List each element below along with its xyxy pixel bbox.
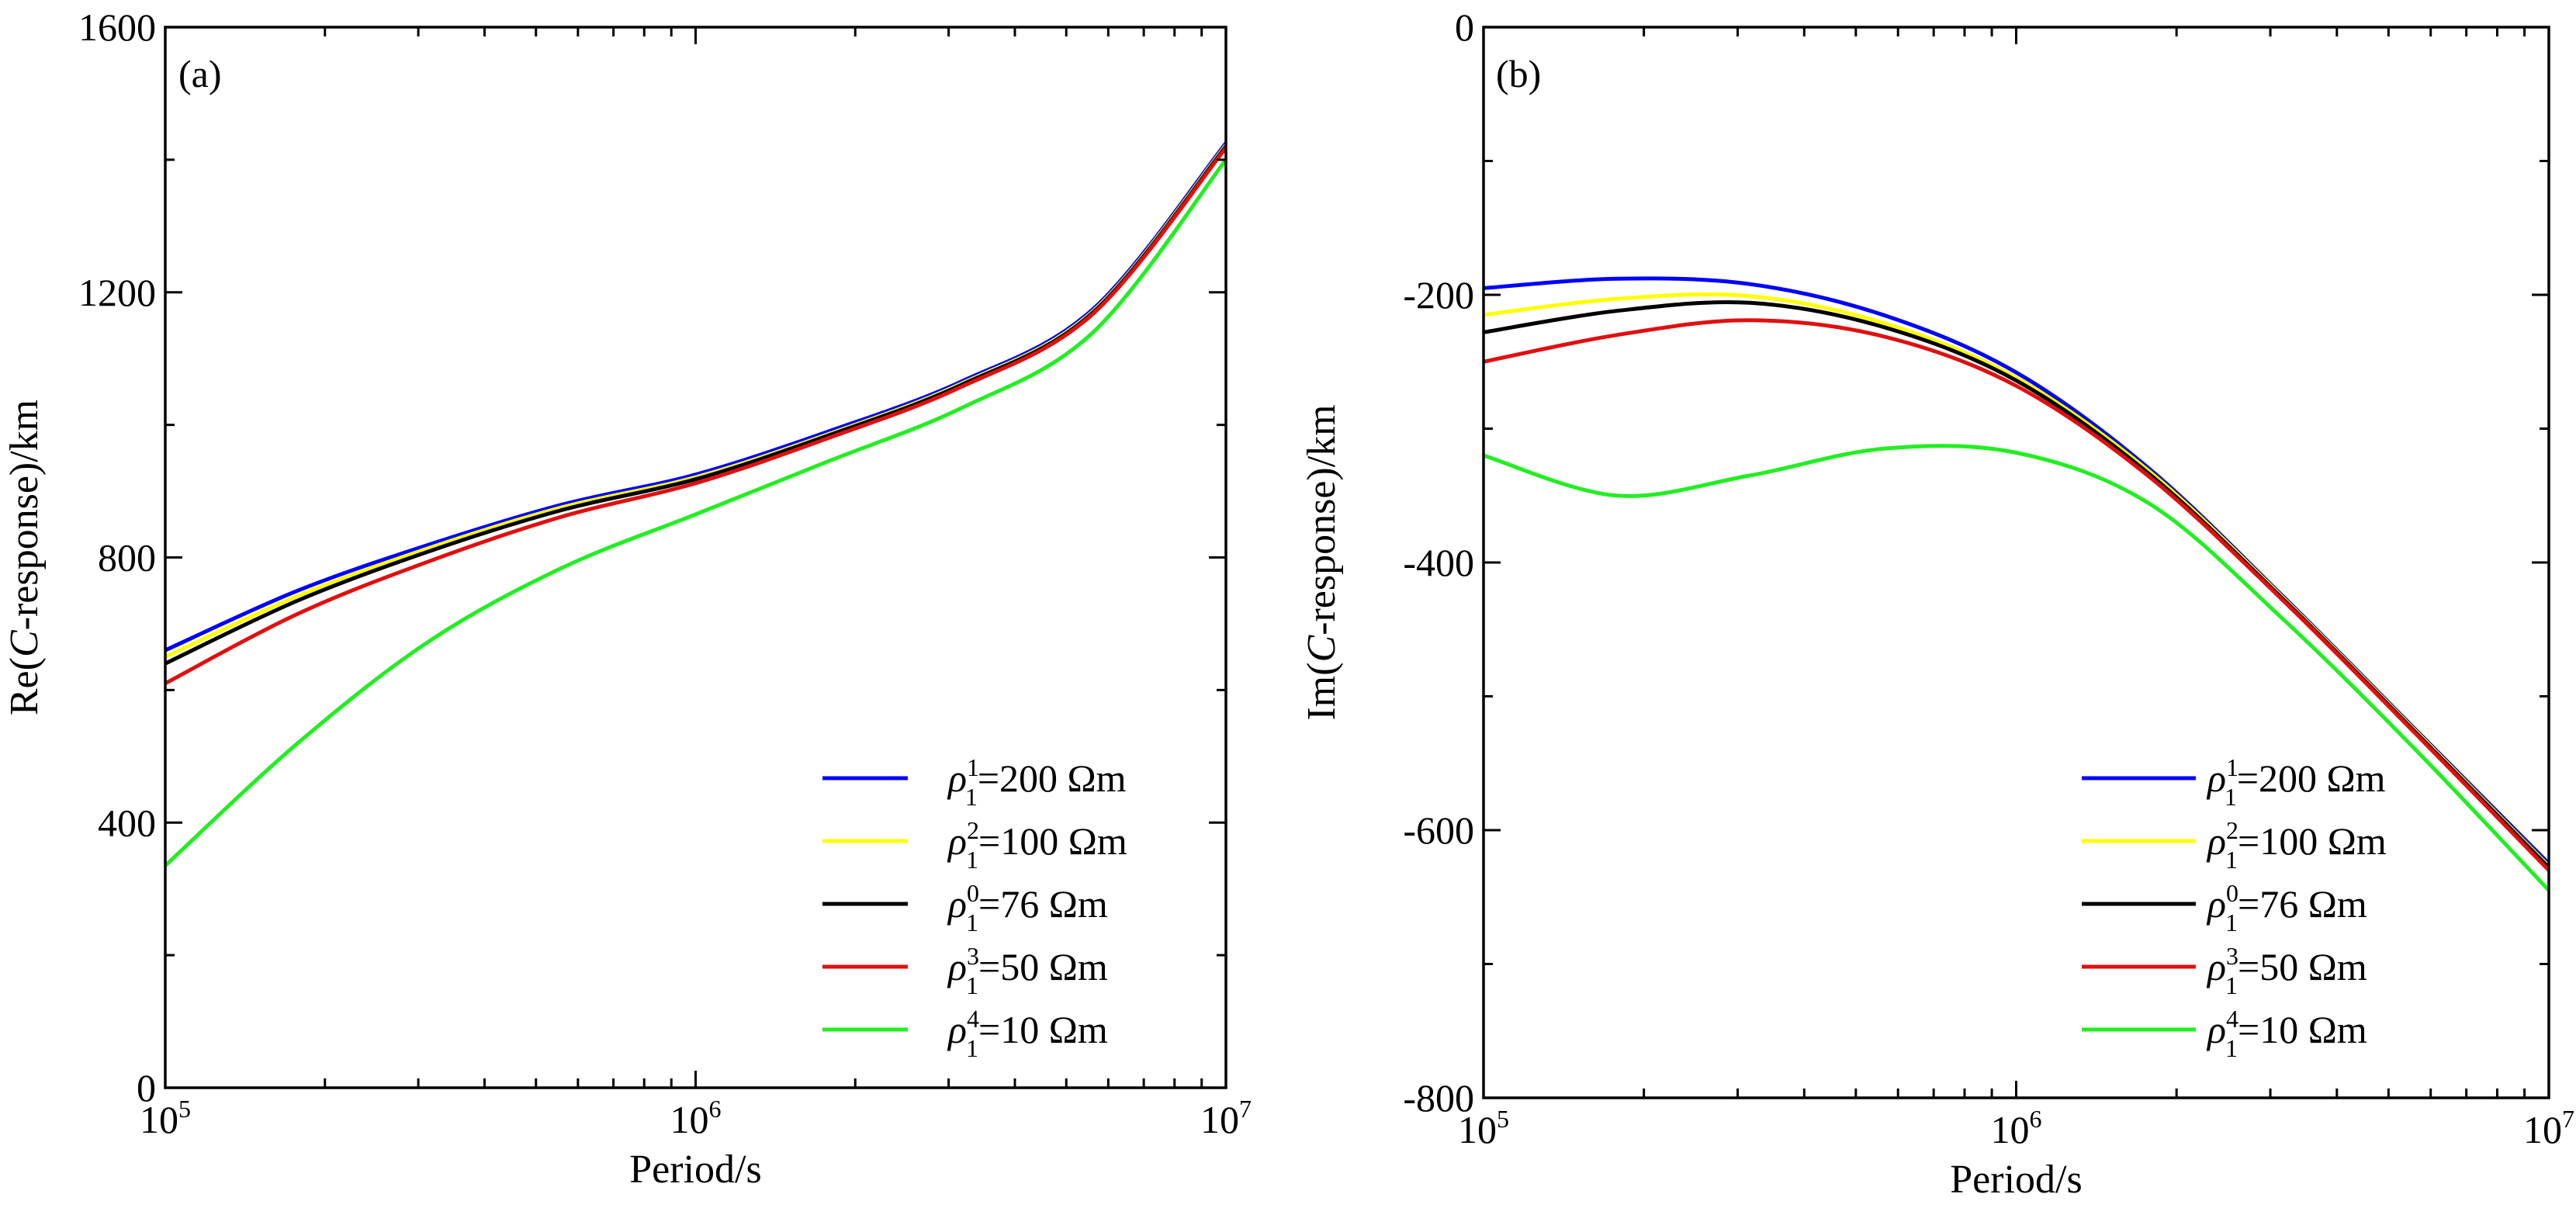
- panel-label: (b): [1496, 52, 1541, 95]
- panel-label: (a): [178, 52, 222, 95]
- y-tick-label: -800: [1403, 1076, 1474, 1120]
- legend-label: ρ4 1=10 Ωm: [947, 1005, 1108, 1062]
- y-tick-label: 0: [1455, 5, 1474, 49]
- legend-label: ρ1 1=200 Ωm: [2206, 753, 2386, 811]
- series-line-4: [1484, 444, 2549, 892]
- y-tick-label: -600: [1403, 808, 1474, 852]
- series-line-4: [165, 158, 1226, 867]
- y-tick-label: 0: [137, 1066, 156, 1109]
- legend-label: ρ2 1=100 Ωm: [947, 816, 1127, 874]
- y-tick-label: -400: [1403, 541, 1474, 584]
- x-tick-label: 107: [2523, 1105, 2574, 1151]
- y-tick-label: 1600: [78, 5, 156, 49]
- legend-label: ρ4 1=10 Ωm: [2206, 1005, 2367, 1062]
- y-axis-label: Im(C-response)/km: [1300, 404, 1344, 720]
- y-tick-label: 800: [98, 536, 156, 580]
- chart-b: -800 -600 -400 -200 0 105 106 107 Period/s Im(C-r…: [1300, 5, 2574, 1202]
- y-tick-label: 1200: [78, 271, 156, 314]
- chart-a: 0 400 800 1200 1600 105 106 107 Period/s Re(C-res…: [2, 5, 1252, 1192]
- x-axis-label: Period/s: [629, 1147, 761, 1192]
- x-tick-label: 106: [1991, 1105, 2042, 1151]
- y-axis-label: Re(C-response)/km: [2, 400, 47, 715]
- x-tick-label: 105: [1458, 1105, 1509, 1151]
- series-line-3: [1484, 318, 2549, 872]
- x-tick-label: 106: [670, 1095, 722, 1141]
- series-line-3: [165, 146, 1226, 686]
- legend-label: ρ3 1=50 Ωm: [947, 942, 1108, 999]
- y-tick-label: 400: [98, 801, 156, 844]
- x-tick-label: 107: [1200, 1095, 1252, 1141]
- legend-label: ρ3 1=50 Ωm: [2206, 942, 2367, 999]
- legend-label: ρ1 1=200 Ωm: [947, 753, 1127, 811]
- legend-label: ρ0 1=76 Ωm: [947, 879, 1108, 936]
- legend-label: ρ0 1=76 Ωm: [2206, 879, 2367, 936]
- legend-label: ρ2 1=100 Ωm: [2206, 816, 2387, 874]
- x-tick-label: 105: [140, 1095, 191, 1141]
- x-axis-label: Period/s: [1950, 1158, 2082, 1202]
- y-tick-label: -200: [1403, 273, 1474, 317]
